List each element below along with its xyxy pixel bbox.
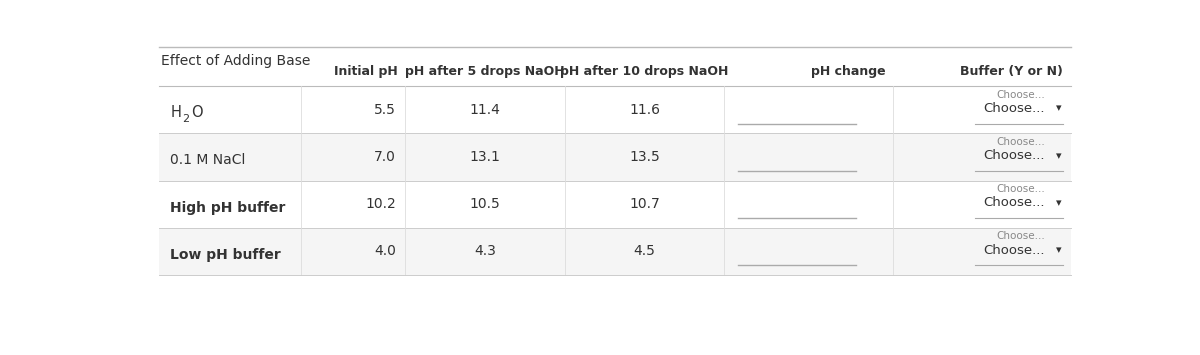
Text: Choose...: Choose... (996, 90, 1045, 100)
Text: Choose...: Choose... (996, 137, 1045, 147)
Bar (160, 181, 1070, 228)
Text: ▾: ▾ (1056, 198, 1062, 208)
Text: pH after 5 drops NaOH: pH after 5 drops NaOH (406, 65, 565, 77)
Text: 10.7: 10.7 (629, 197, 660, 211)
Text: 13.1: 13.1 (469, 150, 500, 164)
Text: pH after 10 drops NaOH: pH after 10 drops NaOH (560, 65, 728, 77)
Text: 4.5: 4.5 (634, 244, 655, 258)
Text: 5.5: 5.5 (374, 103, 396, 117)
Text: pH change: pH change (811, 65, 886, 77)
Text: Choose...: Choose... (996, 184, 1045, 194)
Text: Buffer (Y or N): Buffer (Y or N) (960, 65, 1063, 77)
Text: 4.3: 4.3 (474, 244, 496, 258)
Text: High pH buffer: High pH buffer (170, 201, 286, 214)
Text: Initial pH: Initial pH (334, 65, 398, 77)
Bar (160, 133, 1070, 181)
Text: 2: 2 (182, 114, 190, 124)
Text: O: O (191, 105, 203, 120)
Bar (160, 86, 1070, 133)
Text: Effect of Adding Base: Effect of Adding Base (161, 54, 311, 67)
Text: 11.6: 11.6 (629, 103, 660, 117)
Text: 11.4: 11.4 (469, 103, 500, 117)
Text: Choose...: Choose... (983, 196, 1045, 209)
Text: ▾: ▾ (1056, 151, 1062, 161)
Text: Choose...: Choose... (996, 231, 1045, 241)
Text: Choose...: Choose... (983, 149, 1045, 162)
Text: ▾: ▾ (1056, 104, 1062, 114)
Text: ▾: ▾ (1056, 245, 1062, 255)
Text: 10.2: 10.2 (365, 197, 396, 211)
Text: Low pH buffer: Low pH buffer (170, 248, 281, 262)
Text: 4.0: 4.0 (374, 244, 396, 258)
Text: 7.0: 7.0 (374, 150, 396, 164)
Bar (160, 228, 1070, 275)
Bar (160, 48, 1070, 86)
Text: 13.5: 13.5 (629, 150, 660, 164)
Text: Choose...: Choose... (983, 244, 1045, 257)
Text: 10.5: 10.5 (469, 197, 500, 211)
Text: 0.1 M NaCl: 0.1 M NaCl (170, 153, 246, 168)
Text: H: H (170, 105, 181, 120)
Text: Choose...: Choose... (983, 102, 1045, 115)
